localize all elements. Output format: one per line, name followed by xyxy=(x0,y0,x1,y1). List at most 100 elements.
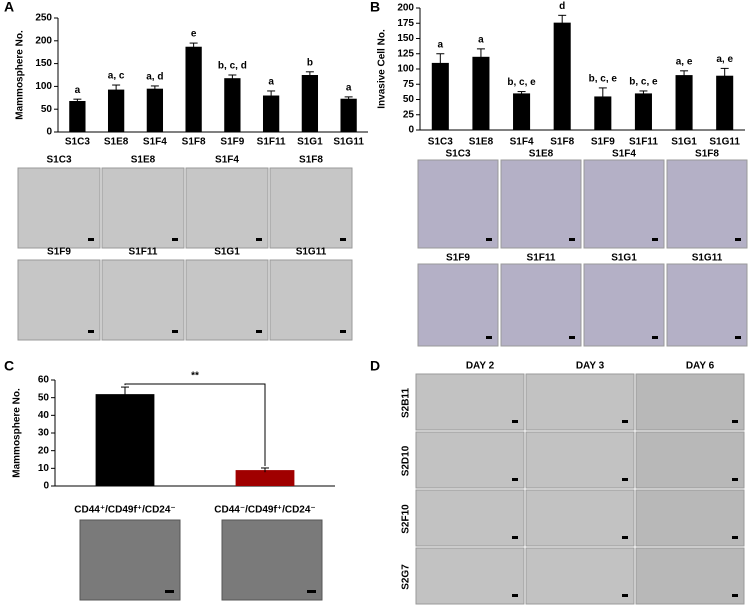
column-label: DAY 2 xyxy=(466,361,495,372)
scale-bar xyxy=(735,238,741,241)
scale-bar xyxy=(172,330,178,333)
bar xyxy=(262,95,280,132)
image-label: S1F8 xyxy=(695,149,719,160)
x-tick-label: S1F9 xyxy=(591,137,615,148)
bar xyxy=(69,100,86,132)
row-label: S2G7 xyxy=(401,564,412,590)
image-label: S1G1 xyxy=(611,253,637,264)
x-tick-label: S1F4 xyxy=(510,137,534,148)
annotation: a, e xyxy=(716,54,733,65)
y-axis-label: Invasive Cell No. xyxy=(377,29,388,109)
scale-bar xyxy=(652,238,658,241)
micrograph xyxy=(666,159,748,249)
x-tick-label: S1G1 xyxy=(671,137,697,148)
bar xyxy=(634,93,652,130)
annotation: b, c, e xyxy=(629,77,658,88)
bar xyxy=(340,98,357,132)
y-tick-label: 0 xyxy=(43,481,49,492)
micrograph xyxy=(415,489,525,547)
column-label: DAY 3 xyxy=(576,361,605,372)
x-tick-label: S1F11 xyxy=(629,137,658,148)
scale-bar xyxy=(732,478,738,481)
x-tick-label: S1G1 xyxy=(297,137,323,148)
y-axis-label: Mammosphere No. xyxy=(12,388,23,478)
scale-bar xyxy=(622,536,628,539)
micrograph xyxy=(500,263,582,347)
scale-bar xyxy=(732,420,738,423)
y-axis-label: Mammosphere No. xyxy=(15,30,26,120)
y-tick-label: 75 xyxy=(403,79,415,90)
significance-label: ** xyxy=(191,371,199,382)
image-label: S1C3 xyxy=(46,155,71,166)
micrograph xyxy=(500,159,582,249)
annotation: b xyxy=(307,57,313,68)
scale-bar xyxy=(256,330,262,333)
x-tick-label: S1E8 xyxy=(104,137,129,148)
y-tick-label: 0 xyxy=(46,127,52,138)
scale-bar xyxy=(569,238,575,241)
micrograph xyxy=(635,373,745,431)
scale-bar xyxy=(622,478,628,481)
micrograph xyxy=(415,431,525,489)
x-tick-label: S1G11 xyxy=(709,137,740,148)
scale-bar xyxy=(486,336,492,339)
y-tick-label: 50 xyxy=(38,392,50,403)
bar xyxy=(185,46,202,133)
row-label: S2F10 xyxy=(401,504,412,534)
annotation: b, c, e xyxy=(507,77,536,88)
scale-bar xyxy=(512,536,518,539)
x-tick-label: S1F9 xyxy=(220,137,244,148)
bar xyxy=(224,78,241,132)
micrograph xyxy=(221,519,323,601)
micrograph xyxy=(17,259,101,341)
y-tick-label: 20 xyxy=(38,445,50,456)
scale-bar xyxy=(88,330,94,333)
x-tick-label: S1F4 xyxy=(143,137,167,148)
y-tick-label: 200 xyxy=(397,3,414,14)
micrograph xyxy=(269,259,353,341)
y-tick-label: 30 xyxy=(38,428,50,439)
scale-bar xyxy=(622,594,628,597)
image-label: S1F9 xyxy=(446,253,470,264)
x-tick-label: S1C3 xyxy=(428,137,453,148)
y-tick-label: 100 xyxy=(397,64,414,75)
micrograph xyxy=(635,547,745,605)
scale-bar xyxy=(165,590,174,593)
annotation: a, e xyxy=(676,56,693,67)
micrograph xyxy=(415,373,525,431)
annotation: a xyxy=(346,83,352,94)
scale-bar xyxy=(512,594,518,597)
micrograph xyxy=(525,373,635,431)
scale-bar xyxy=(340,238,346,241)
image-label: S1E8 xyxy=(131,155,156,166)
scale-bar xyxy=(732,594,738,597)
scale-bar xyxy=(256,238,262,241)
micrograph xyxy=(583,263,665,347)
scale-bar xyxy=(569,336,575,339)
micrograph xyxy=(79,519,181,601)
micrograph xyxy=(525,431,635,489)
micrograph xyxy=(101,259,185,341)
panel-label: D xyxy=(370,358,380,374)
annotation: a xyxy=(438,39,444,50)
annotation: a xyxy=(75,85,81,96)
micrograph xyxy=(666,263,748,347)
bar xyxy=(594,96,612,130)
y-tick-label: 125 xyxy=(397,48,414,59)
image-label: S1F4 xyxy=(215,155,239,166)
y-tick-label: 150 xyxy=(397,33,414,44)
bar xyxy=(675,75,693,130)
column-label: DAY 6 xyxy=(686,361,715,372)
micrograph xyxy=(269,167,353,249)
micrograph xyxy=(525,489,635,547)
y-tick-label: 60 xyxy=(38,375,50,386)
image-label: S1F11 xyxy=(527,253,556,264)
image-label: S1G11 xyxy=(692,253,723,264)
bar xyxy=(95,394,155,486)
significance-bracket xyxy=(124,383,266,466)
annotation: b, c, d xyxy=(218,61,247,72)
panel-label: B xyxy=(370,0,380,15)
scale-bar xyxy=(622,420,628,423)
image-label: S1G11 xyxy=(296,247,327,258)
bar xyxy=(146,88,164,132)
